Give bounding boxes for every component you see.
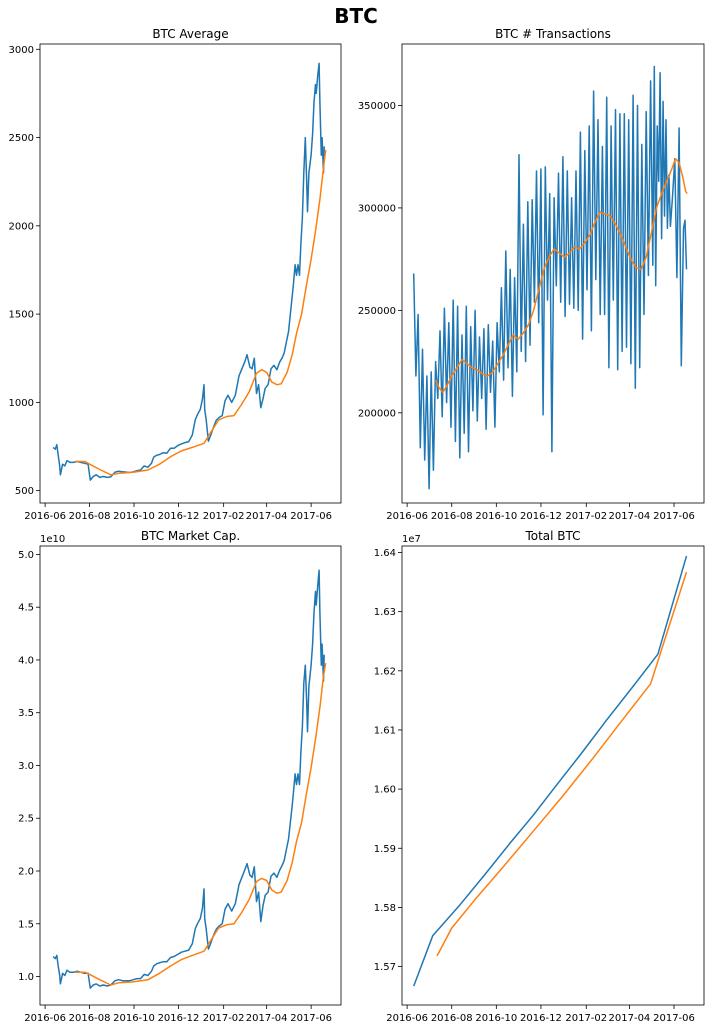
- x-tick-label: 2016-10: [113, 511, 155, 522]
- y-tick-label: 1.59: [374, 844, 396, 855]
- series-line-smoothed: [434, 158, 688, 394]
- y-tick-label: 1.61: [374, 725, 396, 736]
- x-tick-label: 2016-06: [24, 511, 66, 522]
- series-line-smoothed: [75, 662, 327, 986]
- y-tick-label: 3.5: [18, 708, 34, 719]
- y-offset-label: 1e10: [40, 534, 65, 545]
- x-tick-label: 2017-04: [246, 1013, 288, 1024]
- y-offset-label: 1e7: [402, 534, 421, 545]
- series-line-raw: [412, 65, 688, 490]
- x-tick-label: 2016-08: [431, 511, 473, 522]
- x-tick-label: 2016-08: [431, 1013, 473, 1024]
- y-tick-label: 1.0: [18, 972, 34, 983]
- y-tick-label: 2.5: [18, 814, 34, 825]
- y-tick-label: 3.0: [18, 761, 34, 772]
- chart-title: BTC Average: [152, 27, 228, 41]
- y-tick-label: 1500: [9, 310, 34, 321]
- y-tick-label: 1.5: [18, 919, 34, 930]
- x-tick-label: 2017-06: [653, 1013, 695, 1024]
- y-tick-label: 1.58: [374, 903, 396, 914]
- x-tick-label: 2016-10: [475, 511, 517, 522]
- y-tick-label: 1000: [9, 398, 34, 409]
- x-tick-label: 2017-06: [653, 511, 695, 522]
- x-tick-label: 2016-06: [386, 1013, 428, 1024]
- series-line-raw: [52, 62, 325, 481]
- axes-frame: [39, 43, 342, 504]
- x-tick-label: 2016-06: [24, 1013, 66, 1024]
- y-tick-label: 1.60: [374, 785, 396, 796]
- y-tick-label: 1.63: [374, 607, 396, 618]
- series-line-smoothed: [436, 571, 688, 957]
- series-line-smoothed: [75, 149, 327, 476]
- x-tick-label: 2016-12: [520, 1013, 562, 1024]
- x-tick-label: 2016-12: [520, 511, 562, 522]
- x-tick-label: 2017-04: [609, 1013, 651, 1024]
- x-tick-label: 2016-12: [158, 511, 200, 522]
- x-tick-label: 2016-08: [69, 511, 111, 522]
- y-tick-label: 500: [15, 486, 34, 497]
- y-tick-label: 350000: [358, 101, 396, 112]
- x-tick-label: 2017-02: [203, 1013, 245, 1024]
- axes-frame: [401, 545, 705, 1006]
- y-tick-label: 300000: [358, 203, 396, 214]
- y-tick-label: 2000: [9, 221, 34, 232]
- x-tick-label: 2017-06: [290, 1013, 332, 1024]
- x-tick-label: 2017-06: [290, 511, 332, 522]
- x-tick-label: 2016-08: [69, 1013, 111, 1024]
- x-tick-label: 2016-10: [475, 1013, 517, 1024]
- x-tick-label: 2016-06: [386, 511, 428, 522]
- y-tick-label: 5.0: [18, 550, 34, 561]
- x-tick-label: 2017-02: [565, 511, 607, 522]
- chart-title: Total BTC: [524, 529, 580, 543]
- y-tick-label: 2.0: [18, 866, 34, 877]
- y-tick-label: 1.62: [374, 666, 396, 677]
- x-tick-label: 2017-04: [246, 511, 288, 522]
- y-tick-label: 1.64: [374, 548, 396, 559]
- figure-title: BTC: [334, 4, 378, 28]
- chart-title: BTC # Transactions: [495, 27, 611, 41]
- btc-market-cap-chart: BTC Market Cap. 2016-06 2016-08 2016-10 2016…: [18, 529, 342, 1024]
- y-tick-label: 250000: [358, 306, 396, 317]
- x-tick-label: 2017-02: [203, 511, 245, 522]
- series-line-raw: [52, 569, 325, 989]
- y-tick-label: 4.0: [18, 655, 34, 666]
- x-tick-label: 2017-04: [609, 511, 651, 522]
- axes-frame: [39, 545, 342, 1006]
- y-tick-label: 200000: [358, 408, 396, 419]
- x-tick-label: 2017-02: [565, 1013, 607, 1024]
- y-tick-label: 4.5: [18, 603, 34, 614]
- y-tick-label: 2500: [9, 133, 34, 144]
- axes-frame: [401, 43, 705, 504]
- y-tick-label: 1.57: [374, 962, 396, 973]
- y-tick-label: 3000: [9, 45, 34, 56]
- chart-title: BTC Market Cap.: [141, 529, 240, 543]
- series-line-raw: [412, 555, 688, 987]
- x-tick-label: 2016-10: [113, 1013, 155, 1024]
- x-tick-label: 2016-12: [158, 1013, 200, 1024]
